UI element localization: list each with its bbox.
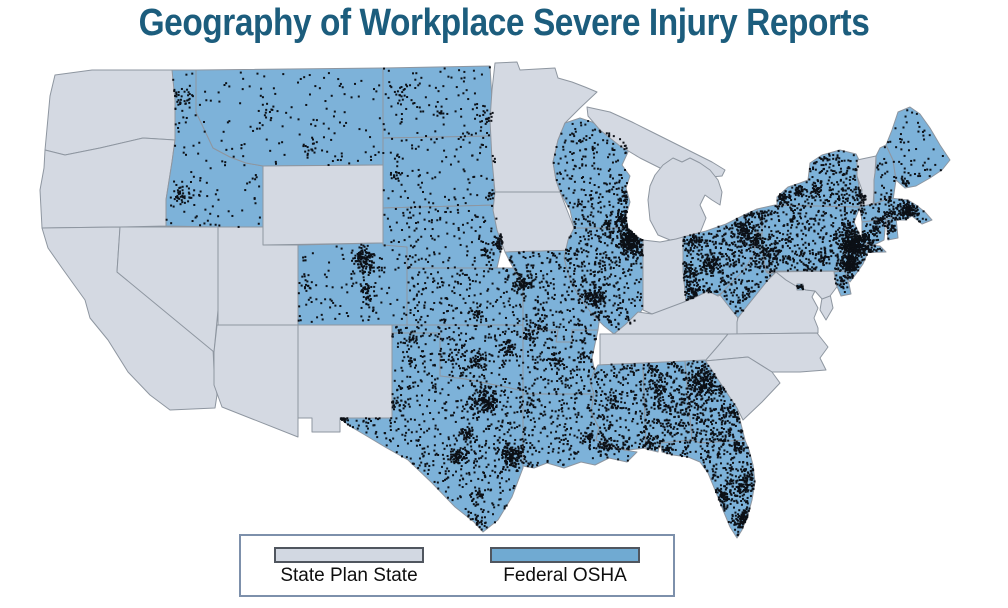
state-montana xyxy=(195,67,384,167)
legend: State Plan State Federal OSHA xyxy=(239,534,675,597)
state-indiana xyxy=(642,236,687,315)
legend-item-state-plan: State Plan State xyxy=(274,546,424,586)
legend-label-federal-osha: Federal OSHA xyxy=(503,564,627,586)
state-rhode-island xyxy=(885,216,899,241)
state-arizona xyxy=(213,324,299,438)
state-mississippi xyxy=(589,362,647,451)
state-colorado xyxy=(297,242,408,326)
state-alabama xyxy=(642,360,693,453)
state-wyoming xyxy=(262,164,384,246)
state-connecticut xyxy=(861,218,887,247)
state-district-of-columbia xyxy=(796,283,804,291)
state-new-mexico xyxy=(297,324,393,433)
state-florida xyxy=(659,439,756,539)
state-north-dakota xyxy=(382,65,495,139)
legend-label-state-plan: State Plan State xyxy=(280,564,418,586)
state-maine xyxy=(885,106,951,189)
legend-swatch-federal-osha xyxy=(490,546,640,563)
state-kansas xyxy=(406,267,524,326)
state-south-dakota xyxy=(382,135,498,209)
state-pennsylvania xyxy=(756,204,862,272)
legend-swatch-state-plan xyxy=(274,546,424,563)
legend-item-federal-osha: Federal OSHA xyxy=(490,546,640,586)
page-title: Geography of Workplace Severe Injury Rep… xyxy=(138,2,870,44)
